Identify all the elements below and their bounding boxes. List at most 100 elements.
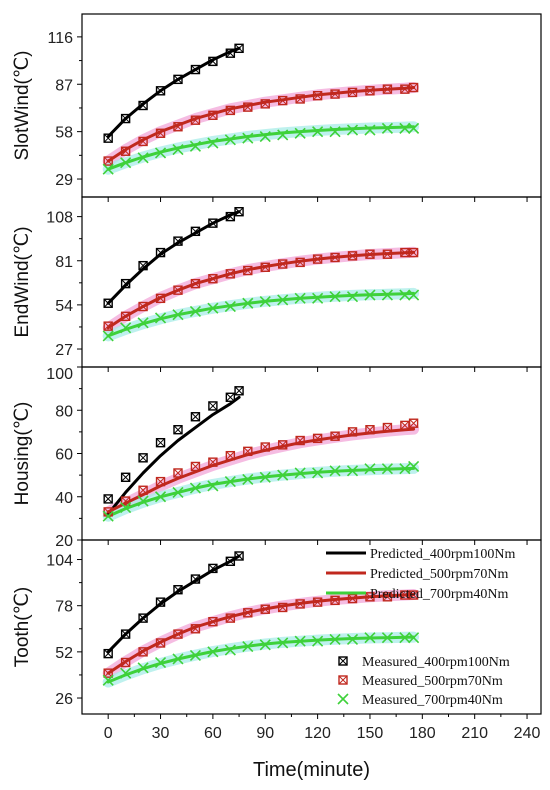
measured-point-m500 — [225, 105, 236, 116]
square-mark — [347, 593, 358, 604]
cross-mark — [138, 613, 148, 623]
square-mark — [225, 48, 236, 58]
x-mark — [346, 124, 359, 136]
square-mark — [208, 110, 218, 121]
square-mark — [225, 392, 236, 402]
measured-point-m700 — [364, 289, 376, 301]
measured-point-m500 — [408, 247, 419, 258]
measured-point-m500 — [225, 613, 236, 623]
measured-point-m500 — [408, 418, 419, 428]
measured-point-m700 — [312, 635, 324, 647]
measured-point-m500 — [208, 274, 218, 284]
cross-mark — [173, 585, 183, 595]
x-tick-label: 90 — [256, 725, 274, 742]
x-mark — [294, 635, 306, 647]
square-mark — [225, 556, 236, 567]
cross-mark — [225, 212, 235, 221]
measured-point-m500 — [120, 311, 131, 322]
x-mark — [364, 632, 376, 644]
square-mark — [312, 433, 323, 444]
x-tick-label: 30 — [152, 725, 170, 742]
cross-mark — [295, 436, 305, 445]
cross-mark — [191, 462, 200, 471]
cross-mark — [409, 248, 418, 257]
measured-point-m700 — [172, 144, 184, 156]
measured-point-m700 — [329, 633, 341, 645]
measured-point-m700 — [137, 662, 149, 674]
x-mark — [294, 127, 306, 139]
measured-point-m500 — [347, 251, 358, 261]
square-mark — [408, 247, 419, 258]
square-mark — [243, 265, 253, 276]
square-mark — [103, 156, 113, 166]
x-mark — [259, 296, 271, 308]
cross-mark — [138, 261, 148, 271]
cross-mark — [173, 75, 183, 84]
x-mark — [381, 289, 393, 301]
measured-point-m500 — [365, 249, 375, 259]
measured-point-m400 — [208, 218, 218, 228]
x-mark — [329, 633, 341, 645]
measured-point-m500 — [155, 128, 166, 138]
y-tick-label: 54 — [55, 298, 73, 315]
cross-mark — [234, 207, 244, 217]
x-mark — [312, 635, 324, 647]
measured-point-m700 — [259, 639, 271, 651]
measured-point-m700 — [364, 124, 376, 136]
cross-mark — [365, 425, 375, 435]
legend-marker-label: Measured_700rpm40Nm — [362, 693, 503, 708]
measured-point-m400 — [225, 556, 236, 567]
cross-mark — [313, 597, 322, 607]
square-mark — [155, 476, 166, 487]
measured-point-m400 — [103, 648, 113, 659]
measured-point-m500 — [260, 262, 270, 272]
measured-point-m500 — [138, 136, 148, 147]
x-mark — [277, 129, 289, 141]
square-mark — [120, 278, 131, 289]
legend-line-label: Predicted_700rpm40Nm — [370, 587, 509, 602]
measured-point-m500 — [120, 657, 131, 668]
square-mark — [234, 386, 244, 396]
measured-point-m400 — [103, 494, 113, 504]
x-mark — [277, 469, 289, 481]
cross-mark — [330, 253, 340, 262]
measured-point-m500 — [347, 87, 358, 98]
square-mark — [120, 657, 131, 668]
square-mark — [173, 122, 183, 132]
measured-point-m500 — [330, 89, 340, 99]
square-mark — [260, 442, 270, 452]
measured-point-m700 — [399, 463, 411, 475]
square-mark — [278, 95, 288, 106]
measured-point-m500 — [120, 146, 131, 156]
square-mark — [138, 100, 148, 111]
measured-point-m500 — [208, 110, 218, 121]
cross-mark — [278, 603, 288, 612]
measured-point-m500 — [278, 602, 288, 613]
x-mark — [120, 322, 132, 334]
measured-point-m400 — [190, 574, 201, 584]
cross-mark — [409, 83, 418, 92]
cross-mark — [103, 321, 113, 331]
measured-point-m500 — [243, 608, 253, 618]
measured-point-m700 — [277, 129, 289, 141]
measured-point-m500 — [208, 616, 218, 627]
cross-mark — [278, 96, 288, 105]
square-mark — [155, 128, 166, 138]
square-mark — [155, 247, 166, 258]
plot-area — [102, 207, 420, 342]
measured-point-m400 — [155, 247, 166, 258]
y-tick-label: 60 — [55, 447, 73, 464]
measured-point-m700 — [312, 292, 324, 304]
cross-mark — [243, 608, 253, 618]
x-mark — [346, 291, 359, 303]
measured-point-m700 — [381, 632, 393, 644]
square-mark — [190, 624, 201, 634]
square-mark — [208, 616, 218, 627]
measured-point-m400 — [155, 437, 166, 448]
x-mark — [137, 662, 149, 674]
x-axis-label: Time(minute) — [253, 759, 370, 781]
measured-point-m400 — [103, 133, 113, 143]
cross-mark — [260, 99, 270, 109]
measured-point-m500 — [400, 420, 410, 431]
